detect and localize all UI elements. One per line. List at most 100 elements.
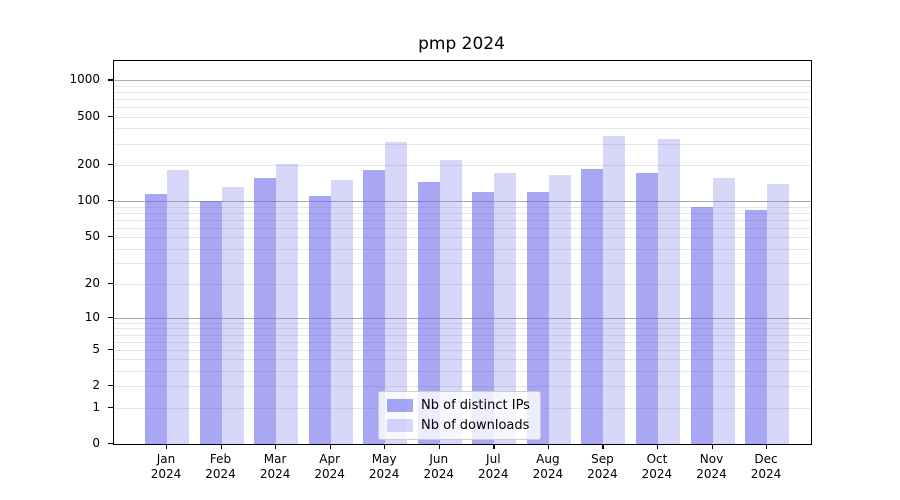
legend-row-distinct-ips: Nb of distinct IPs [387, 398, 530, 413]
y-axis-tick [108, 200, 113, 202]
bar-dec-downloads [767, 183, 790, 444]
gridline-minor [114, 349, 811, 351]
x-axis-tick-label: Mar 2024 [245, 452, 305, 482]
x-axis-tick-year: 2024 [587, 467, 618, 481]
x-axis-tick-label: Dec 2024 [736, 452, 796, 482]
gridline-minor [114, 143, 811, 145]
gridline-minor [114, 359, 811, 361]
x-axis-tick-year: 2024 [423, 467, 455, 481]
y-axis-tick-label: 500 [77, 108, 100, 123]
gridline-minor [114, 334, 811, 336]
x-axis-tick [547, 444, 550, 449]
gridline-minor [114, 92, 811, 94]
x-axis-tick [602, 444, 604, 449]
x-axis-tick [220, 444, 222, 449]
x-axis-tick-year: 2024 [259, 467, 291, 481]
bar-nov-downloads [712, 178, 735, 444]
x-axis-tick-label: Sep 2024 [572, 452, 632, 482]
gridline-minor [114, 322, 811, 324]
gridline-minor [114, 99, 811, 101]
x-axis-tick [766, 444, 768, 449]
x-axis-tick-year: 2024 [314, 467, 345, 481]
bar-aug-downloads [548, 174, 571, 444]
legend-swatch-distinct-ips [387, 399, 413, 412]
y-axis-tick-label: 5 [92, 341, 100, 356]
bar-jun-downloads [439, 159, 462, 444]
x-axis-tick [275, 444, 277, 449]
x-axis-tick [166, 444, 168, 449]
gridline-major [114, 80, 811, 82]
gridline-minor [114, 164, 811, 166]
gridline-minor [114, 386, 811, 388]
y-axis-tick [108, 236, 113, 238]
y-axis-tick [108, 79, 113, 81]
gridline-minor [114, 371, 811, 373]
y-axis-tick-label: 10 [84, 309, 100, 324]
x-axis-tick-year: 2024 [368, 467, 400, 481]
gridline-minor [114, 85, 811, 87]
y-axis-tick [108, 443, 113, 445]
x-axis-tick [438, 444, 441, 449]
bar-may-downloads [385, 141, 408, 444]
y-axis-tick [108, 316, 113, 319]
bar-jul-distinct-ips [472, 191, 495, 444]
plot-area [113, 60, 812, 445]
gridline-minor [114, 283, 811, 285]
y-axis-tick-label: 100 [77, 193, 100, 208]
bar-oct-downloads [657, 138, 680, 444]
y-axis-tick-label: 50 [84, 229, 100, 244]
bar-mar-downloads [276, 163, 299, 444]
gridline-minor [114, 248, 811, 250]
bar-oct-distinct-ips [635, 173, 658, 444]
x-axis-tick-year: 2024 [150, 467, 182, 481]
x-axis-tick [384, 444, 386, 449]
legend-label-downloads: Nb of downloads [421, 418, 530, 433]
bar-apr-downloads [330, 179, 353, 444]
y-axis-tick [108, 406, 113, 408]
gridline-major [114, 317, 811, 319]
gridline-minor [114, 227, 811, 229]
x-axis-tick-label: Nov 2024 [682, 452, 742, 482]
y-axis-tick [108, 163, 113, 166]
y-axis-tick-label: 20 [84, 275, 100, 290]
gridline-minor [114, 128, 811, 130]
y-axis-tick-label: 1 [92, 399, 100, 414]
bar-sep-downloads [603, 136, 626, 444]
gridline-minor [114, 219, 811, 221]
y-axis-tick-label: 200 [77, 156, 100, 171]
x-axis-tick-label: Apr 2024 [300, 452, 360, 482]
bar-jan-distinct-ips [145, 193, 167, 444]
x-axis-tick-label: Jan 2024 [136, 452, 196, 482]
gridline-minor [114, 263, 811, 265]
gridline-minor [114, 206, 811, 208]
legend-row-downloads: Nb of downloads [387, 418, 530, 433]
x-axis-tick-label: Oct 2024 [627, 452, 687, 482]
y-axis-tick-label: 2 [92, 378, 100, 393]
bar-sep-distinct-ips [581, 168, 604, 444]
y-axis-tick [108, 115, 113, 118]
bar-jun-distinct-ips [417, 181, 440, 444]
gridline-minor [114, 212, 811, 214]
x-axis-tick-year: 2024 [750, 467, 782, 481]
bar-feb-downloads [221, 187, 244, 444]
y-axis-tick [108, 348, 113, 350]
x-axis-tick-year: 2024 [478, 467, 509, 481]
bar-aug-distinct-ips [526, 191, 549, 444]
x-axis-tick-year: 2024 [696, 467, 727, 481]
x-axis-tick-label: Jun 2024 [409, 452, 469, 482]
y-axis-tick-label: 1000 [69, 72, 100, 87]
bar-nov-distinct-ips [690, 206, 713, 444]
bar-may-distinct-ips [363, 170, 386, 444]
bar-mar-distinct-ips [254, 178, 277, 444]
legend-swatch-downloads [387, 419, 413, 432]
x-axis-tick-label: Feb 2024 [191, 452, 251, 482]
gridline-minor [114, 107, 811, 109]
x-axis-tick [711, 444, 713, 449]
legend-label-distinct-ips: Nb of distinct IPs [421, 398, 530, 413]
y-axis-tick [108, 282, 113, 285]
gridline-minor [114, 116, 811, 118]
x-axis-tick-label: Jul 2024 [463, 452, 523, 482]
gridline-minor [114, 328, 811, 330]
x-axis-tick-year: 2024 [641, 467, 673, 481]
